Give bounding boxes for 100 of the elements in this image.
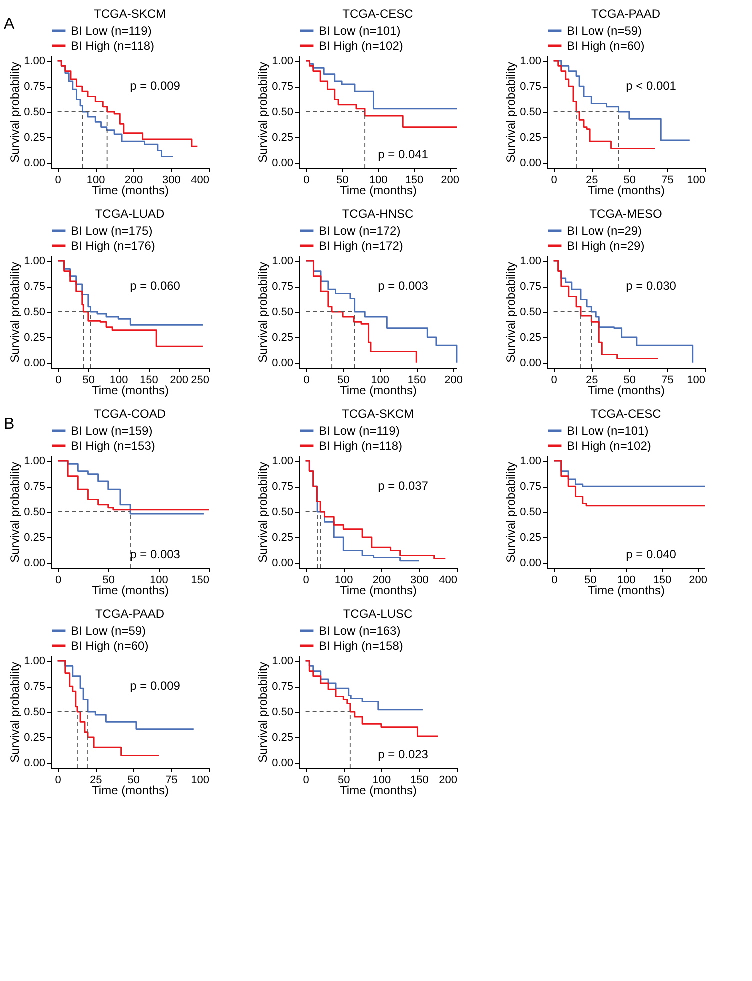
y-tick-label: 0.00 bbox=[520, 357, 542, 370]
y-tick-label: 1.00 bbox=[272, 456, 294, 468]
x-tick-label: 0 bbox=[56, 374, 62, 386]
x-tick-label: 0 bbox=[551, 174, 558, 186]
x-tick-label: 75 bbox=[166, 774, 178, 786]
y-axis-title: Survival probability bbox=[8, 662, 22, 763]
legend-label: BI Low (n=172) bbox=[319, 224, 401, 238]
y-tick-label: 0.00 bbox=[272, 757, 294, 770]
x-tick-label: 300 bbox=[410, 574, 429, 586]
y-tick-label: 0.00 bbox=[272, 357, 294, 370]
x-tick-label: 100 bbox=[110, 374, 128, 386]
y-axis-title: Survival probability bbox=[8, 62, 22, 163]
y-tick-label: 0.75 bbox=[24, 481, 46, 494]
y-tick-label: 0.75 bbox=[520, 281, 542, 294]
y-tick-label: 0.50 bbox=[24, 506, 46, 518]
legend-label: BI Low (n=159) bbox=[71, 424, 153, 438]
series-label: BI High (n=118) bbox=[71, 39, 154, 53]
x-tick-label: 0 bbox=[55, 574, 62, 586]
y-tick-label: 1.00 bbox=[272, 56, 294, 68]
y-axis-title: Survival probability bbox=[256, 62, 270, 163]
y-tick-label: 1.00 bbox=[520, 56, 542, 68]
x-tick-label: 100 bbox=[617, 574, 636, 586]
x-tick-label: 100 bbox=[687, 374, 706, 386]
y-tick-label: 0.50 bbox=[24, 706, 46, 718]
annotation: p = 0.040 bbox=[626, 548, 677, 562]
y-tick-label: 0.75 bbox=[272, 281, 294, 294]
series-label: BI High (n=60) bbox=[71, 639, 149, 653]
legend-label: BI Low (n=59) bbox=[567, 24, 642, 38]
series-label: BI High (n=176) bbox=[71, 239, 156, 253]
x-tick-label: 100 bbox=[334, 574, 354, 586]
y-tick-label: 0.00 bbox=[24, 557, 46, 570]
x-tick-label: 150 bbox=[408, 374, 426, 386]
x-tick-label: 100 bbox=[191, 774, 210, 786]
x-tick-label: 200 bbox=[170, 374, 189, 386]
y-tick-label: 0.75 bbox=[272, 81, 294, 94]
chart-title: TCGA-LUAD bbox=[95, 207, 165, 221]
x-axis-title: Time (months) bbox=[340, 784, 417, 798]
y-tick-label: 0.25 bbox=[520, 332, 542, 344]
series-label: BI High (n=158) bbox=[319, 639, 404, 653]
y-tick-label: 0.00 bbox=[24, 757, 46, 770]
series-label: BI High (n=60) bbox=[567, 39, 645, 53]
y-axis-title: Survival probability bbox=[256, 662, 270, 763]
y-tick-label: 1.00 bbox=[24, 256, 46, 268]
y-tick-label: 0.25 bbox=[24, 132, 46, 144]
series-label: BI High (n=29) bbox=[567, 239, 645, 253]
x-tick-label: 25 bbox=[586, 174, 598, 186]
x-tick-label: 200 bbox=[124, 174, 144, 186]
y-tick-label: 1.00 bbox=[24, 656, 46, 668]
x-tick-label: 0 bbox=[551, 374, 558, 386]
x-tick-label: 25 bbox=[90, 774, 102, 786]
y-tick-label: 1.00 bbox=[24, 456, 46, 468]
y-tick-label: 1.00 bbox=[272, 656, 294, 668]
x-tick-label: 150 bbox=[410, 774, 429, 786]
y-tick-label: 0.50 bbox=[520, 506, 542, 518]
x-tick-label: 100 bbox=[687, 174, 706, 186]
x-tick-label: 200 bbox=[444, 374, 464, 386]
y-tick-label: 0.25 bbox=[272, 532, 294, 544]
x-tick-label: 50 bbox=[338, 774, 350, 786]
x-tick-label: 150 bbox=[191, 574, 210, 586]
annotation: p = 0.003 bbox=[130, 548, 181, 562]
y-tick-label: 0.00 bbox=[272, 557, 294, 570]
y-tick-label: 0.25 bbox=[272, 132, 294, 144]
y-tick-label: 0.00 bbox=[520, 157, 542, 170]
x-tick-label: 150 bbox=[653, 574, 672, 586]
x-tick-label: 0 bbox=[55, 174, 62, 186]
x-tick-label: 0 bbox=[303, 574, 310, 586]
y-tick-label: 0.75 bbox=[272, 681, 294, 694]
y-tick-label: 0.50 bbox=[272, 506, 294, 518]
y-axis-title: Survival probability bbox=[8, 262, 22, 363]
annotation: p < 0.001 bbox=[626, 79, 677, 94]
x-tick-label: 100 bbox=[372, 774, 392, 786]
y-axis-title: Survival probability bbox=[504, 462, 518, 563]
x-tick-label: 150 bbox=[405, 174, 424, 186]
chart-title: TCGA-HNSC bbox=[342, 207, 414, 221]
x-tick-label: 250 bbox=[191, 374, 210, 386]
x-axis-title: Time (months) bbox=[92, 384, 169, 398]
legend-label: BI Low (n=29) bbox=[567, 224, 642, 238]
chart-title: TCGA-PAAD bbox=[95, 607, 165, 621]
legend-label: BI Low (n=101) bbox=[567, 424, 649, 438]
text: B bbox=[4, 416, 15, 434]
x-tick-label: 100 bbox=[369, 174, 388, 186]
annotation: p = 0.060 bbox=[130, 279, 181, 294]
chart-title: TCGA-CESC bbox=[590, 407, 662, 421]
x-axis-title: Time (months) bbox=[92, 584, 169, 598]
x-axis-title: Time (months) bbox=[588, 184, 665, 198]
x-tick-label: 400 bbox=[191, 174, 210, 186]
annotation: p = 0.030 bbox=[626, 279, 677, 294]
x-tick-label: 50 bbox=[624, 374, 636, 386]
legend-label: BI Low (n=119) bbox=[71, 24, 152, 38]
x-axis-title: Time (months) bbox=[92, 184, 169, 198]
legend-label: BI Low (n=175) bbox=[71, 224, 153, 238]
y-tick-label: 0.50 bbox=[272, 706, 294, 718]
x-tick-label: 100 bbox=[86, 174, 106, 186]
annotation: p = 0.003 bbox=[378, 279, 429, 294]
y-tick-label: 0.50 bbox=[24, 306, 46, 318]
x-tick-label: 75 bbox=[662, 374, 674, 386]
annotation: p = 0.037 bbox=[378, 479, 429, 494]
y-tick-label: 0.75 bbox=[24, 281, 46, 294]
y-tick-label: 0.75 bbox=[520, 81, 542, 94]
y-tick-label: 0.25 bbox=[272, 732, 294, 744]
